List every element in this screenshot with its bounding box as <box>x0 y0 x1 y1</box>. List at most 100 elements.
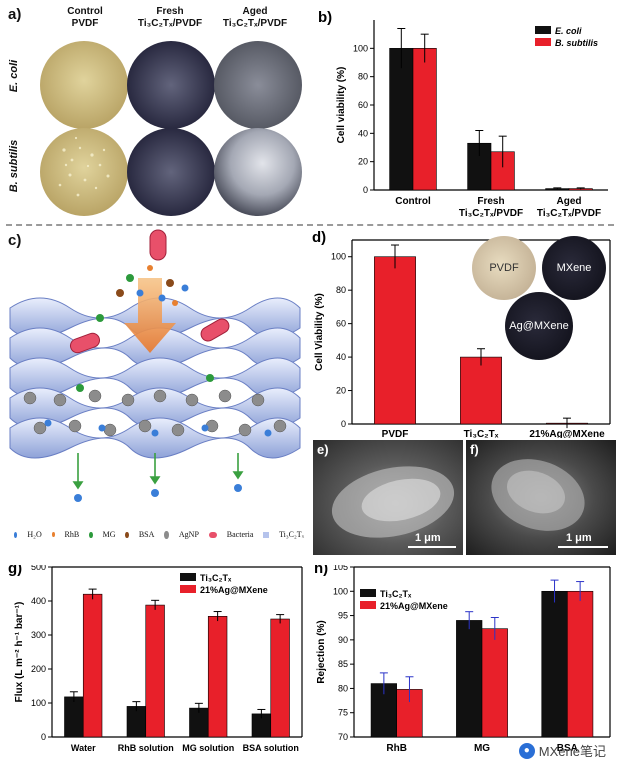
bar-g-0-1 <box>82 593 103 738</box>
y-tick-label: 200 <box>31 664 46 674</box>
col-header-aged-l2: Ti₃C₂Tₓ/PVDF <box>222 18 288 29</box>
bar-g-0-0 <box>64 696 84 738</box>
col-header-fresh-l2: Ti₃C₂Tₓ/PVDF <box>137 18 203 29</box>
legend-swatch-g-0 <box>180 573 196 581</box>
y-tick-label: 500 <box>31 565 46 572</box>
dish-aged-ecoli <box>214 41 302 129</box>
dish-fresh-bsubtilis <box>127 128 215 216</box>
chart-d: d) 0 20 40 60 80 100 Cell Viability (%) PVDF Ti₃C… <box>312 229 611 438</box>
category-label-g-0: Water <box>71 743 96 753</box>
col-header-aged-l1: Aged <box>242 6 268 17</box>
flow-arrow <box>124 278 176 353</box>
col-header-control-l2: PVDF <box>71 18 99 29</box>
sem-e-scalebar <box>408 546 456 548</box>
legend-agnp: AgNP <box>178 530 199 539</box>
category-label-b-1: Fresh <box>477 196 504 207</box>
legend-bsa-icon <box>125 531 129 538</box>
membrane-schematic <box>9 229 301 502</box>
y-tick-label: 100 <box>331 252 346 262</box>
legend-rhb: RhB <box>64 530 80 539</box>
legend-mxene: Ti₃C₂Tₓ <box>279 530 305 539</box>
panel-c-label: c) <box>8 232 22 249</box>
y-axis-label: Cell viability (%) <box>336 67 347 144</box>
chart-b: b) 0 20 40 60 80 100 Cell viability (%) Control F… <box>318 9 608 219</box>
category-label-g-2: MG solution <box>182 743 234 753</box>
watermark: ● MXene笔记 <box>518 741 606 760</box>
category-label-g-3: BSA solution <box>243 743 299 753</box>
panel-d-label: d) <box>312 229 326 246</box>
sem-e-scale-text: 1 μm <box>415 532 441 544</box>
sem-f-scalebar <box>558 546 608 548</box>
y-tick-label: 80 <box>338 683 348 693</box>
panel-divider <box>6 224 614 226</box>
panel-a-label: a) <box>8 6 22 23</box>
schematic-legend: H₂O RhB MG BSA AgNP Bacteria Ti₃C₂Tₓ <box>14 530 304 539</box>
bar-h-2-1 <box>567 590 594 738</box>
permeate-arrows <box>72 453 244 490</box>
bar-g-1-1 <box>145 604 165 738</box>
y-tick-label: 20 <box>336 386 346 396</box>
dye-molecules <box>76 265 214 392</box>
y-axis-label: Flux (L m⁻² h⁻¹ bar⁻¹) <box>14 602 25 703</box>
legend-mg-icon <box>89 531 93 538</box>
y-tick-label: 60 <box>336 319 346 329</box>
sem-e-texture <box>331 466 455 538</box>
legend-bacteria-icon <box>208 531 217 538</box>
legend-swatch-h-1 <box>360 601 376 609</box>
dish-fresh-ecoli <box>127 41 215 129</box>
sem-image-f: f) 1 μm <box>466 440 616 555</box>
panel-f-label: f) <box>470 442 479 457</box>
y-tick-label: 0 <box>41 732 46 742</box>
legend-label-g-1: 21%Ag@MXene <box>200 585 268 595</box>
legend-swatch-h-0 <box>360 589 376 597</box>
legend-agnp-icon <box>164 530 169 539</box>
panel-g-label: g) <box>8 565 22 577</box>
category-label-b-2: Aged <box>557 196 582 207</box>
y-tick-label: 95 <box>338 611 348 621</box>
dish-aged-bsubtilis <box>214 128 302 216</box>
bar-b-0-1 <box>412 48 437 191</box>
y-tick-label: 400 <box>31 596 46 606</box>
y-tick-label: 0 <box>341 419 346 429</box>
bar-g-2-1 <box>207 615 228 738</box>
chart-g: g) 0 100 200 300 400 500 Flux (L m⁻² h⁻¹ bar⁻¹)… <box>8 565 303 753</box>
bar-d-1-0 <box>460 356 502 425</box>
category-label-d-0: PVDF <box>382 429 409 438</box>
y-tick-label: 105 <box>333 565 348 572</box>
category-label-h-0: RhB <box>386 743 407 754</box>
y-tick-label: 20 <box>358 157 368 167</box>
y-tick-label: 100 <box>353 43 368 53</box>
dish-control-ecoli <box>40 41 128 129</box>
y-tick-label: 0 <box>363 185 368 195</box>
sem-f-scale-text: 1 μm <box>566 532 592 544</box>
legend-mxene-icon <box>263 531 270 538</box>
y-tick-label: 40 <box>336 352 346 362</box>
category-label-g-1: RhB solution <box>118 743 174 753</box>
category-label-h-1: MG <box>474 743 490 754</box>
panel-c: c) <box>0 228 310 563</box>
petri-dish-grid <box>40 41 302 216</box>
bar-g-3-1 <box>270 618 290 738</box>
legend-bacteria: Bacteria <box>226 530 254 539</box>
panel-e-label: e) <box>317 442 329 457</box>
dish-control-bsubtilis <box>40 128 128 216</box>
bar-h-2-0 <box>541 590 568 738</box>
category-label-h-2: BSA <box>557 743 578 754</box>
legend-swatch-b-1 <box>535 38 551 46</box>
chart-h: h) 70 75 80 85 90 95 100 105 Rejection (%) RhB MG BS… <box>314 565 611 754</box>
legend-swatch-g-1 <box>180 585 196 593</box>
y-tick-label: 40 <box>358 128 368 138</box>
col-header-control-l1: Control <box>67 6 103 17</box>
col-header-control: Control PVDF <box>40 6 130 30</box>
bacteria-colonies <box>58 136 110 197</box>
legend-bsa: BSA <box>138 530 155 539</box>
y-tick-label: 85 <box>338 659 348 669</box>
panel-a: a) Control PVDF Fresh Ti₃C₂Tₓ/PVDF Aged … <box>0 0 310 222</box>
col-header-aged: Aged Ti₃C₂Tₓ/PVDF <box>205 6 305 30</box>
agnp-particles <box>23 389 287 437</box>
sem-image-e: e) 1 μm <box>313 440 463 555</box>
y-tick-label: 60 <box>358 100 368 110</box>
panel-b-label: b) <box>318 9 332 26</box>
y-tick-label: 75 <box>338 708 348 718</box>
watermark-text: MXene笔记 <box>538 744 606 759</box>
